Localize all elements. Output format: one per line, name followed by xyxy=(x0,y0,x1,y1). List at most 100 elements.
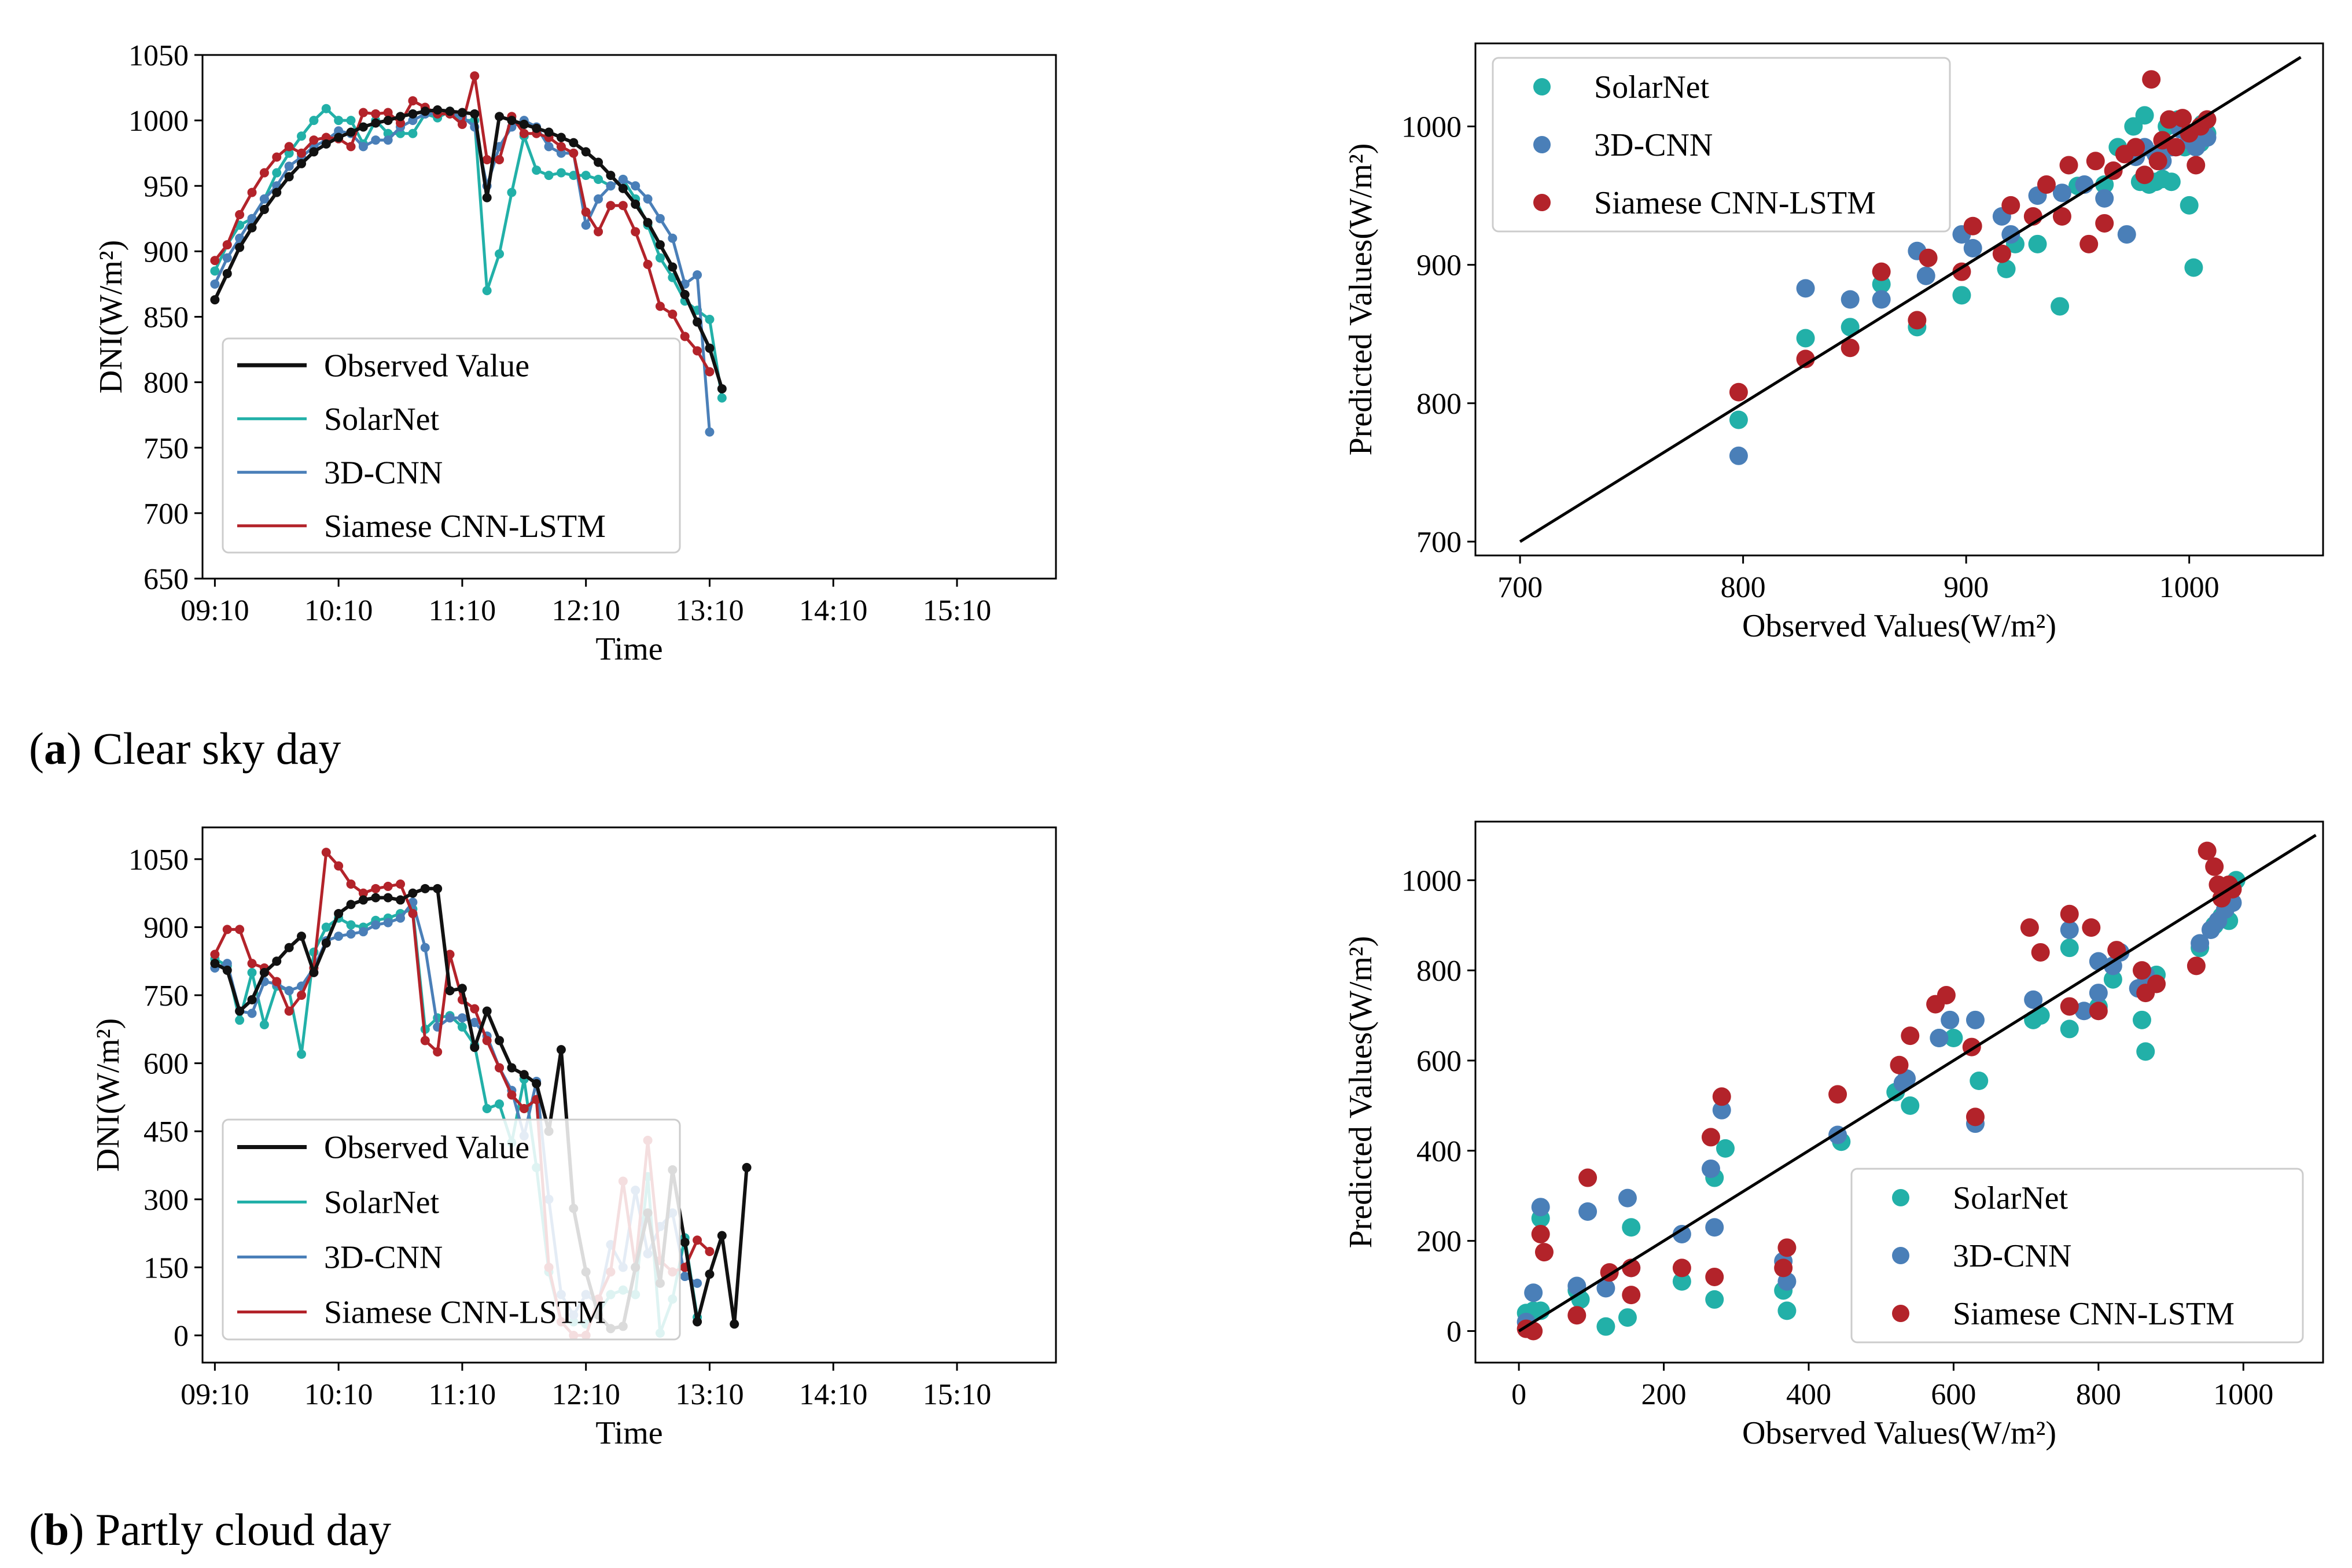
data-point-solarnet xyxy=(272,168,282,178)
data-point-observed xyxy=(358,895,368,905)
data-point-siamese xyxy=(569,148,579,158)
data-point-siamese xyxy=(705,367,715,377)
scatter-point-siamese xyxy=(2187,156,2206,175)
data-point-solarnet xyxy=(346,116,356,126)
data-point-siamese xyxy=(680,332,690,341)
scatter-point-siamese xyxy=(2142,70,2161,89)
panel-b-line-chart: 0 150 300 450 600 750 900 1050 09:10 10:10 11:10 12… xyxy=(90,826,1057,1451)
data-point-observed xyxy=(445,986,455,996)
identity-fit-line xyxy=(1519,56,2302,543)
scatter-point-siamese xyxy=(1937,985,1956,1004)
data-point-observed xyxy=(495,112,505,122)
data-point-observed xyxy=(507,116,517,126)
scatter-point-siamese xyxy=(2082,918,2101,937)
scatter-point-cnn3d xyxy=(2103,956,2122,976)
data-point-siamese xyxy=(396,118,406,128)
x-tick-label: 13:10 xyxy=(675,594,743,627)
data-point-observed xyxy=(519,1070,529,1080)
y-tick-label: 900 xyxy=(143,911,189,944)
data-point-siamese xyxy=(383,108,393,117)
data-point-observed xyxy=(235,1006,245,1016)
scatter-point-cnn3d xyxy=(1618,1188,1637,1208)
legend-box xyxy=(222,337,681,554)
scatter-point-siamese xyxy=(2148,152,2167,171)
data-point-solarnet xyxy=(235,1015,245,1025)
data-point-cnn3d xyxy=(457,1013,467,1023)
data-point-solarnet xyxy=(210,266,220,276)
data-point-observed xyxy=(680,290,690,300)
scatter-point-siamese xyxy=(1578,1168,1598,1187)
y-tick-label: 450 xyxy=(143,1116,189,1149)
data-point-cnn3d xyxy=(631,181,641,191)
data-point-observed xyxy=(259,967,269,977)
data-point-siamese xyxy=(606,201,616,211)
scatter-point-siamese xyxy=(2086,152,2105,171)
scatter-point-siamese xyxy=(2132,961,2151,980)
data-point-cnn3d xyxy=(705,427,715,437)
data-point-siamese xyxy=(693,346,702,356)
data-point-siamese xyxy=(482,1036,492,1046)
y-tick-label: 750 xyxy=(143,432,189,465)
data-point-siamese xyxy=(297,148,307,158)
data-point-observed xyxy=(408,109,418,119)
data-point-siamese xyxy=(247,959,257,969)
scatter-point-cnn3d xyxy=(2191,934,2210,953)
scatter-point-solarnet xyxy=(1729,410,1748,429)
x-tick-label: 15:10 xyxy=(923,594,991,627)
data-point-solarnet xyxy=(594,174,603,184)
y-tick-label: 1050 xyxy=(128,844,189,877)
x-tick-label: 0 xyxy=(1511,1378,1526,1411)
y-tick-label: 300 xyxy=(143,1184,189,1217)
data-point-siamese xyxy=(705,1246,715,1256)
data-point-solarnet xyxy=(532,165,542,175)
data-point-siamese xyxy=(371,884,381,893)
scatter-point-siamese xyxy=(2052,207,2071,226)
data-point-observed xyxy=(482,193,492,203)
x-tick-label: 14:10 xyxy=(799,594,867,627)
scatter-point-cnn3d xyxy=(1916,266,1935,285)
data-point-cnn3d xyxy=(693,1278,702,1288)
data-point-observed xyxy=(655,240,665,250)
legend-marker-solarnet xyxy=(1533,78,1551,95)
y-tick-label: 750 xyxy=(143,980,189,1013)
data-point-siamese xyxy=(470,1004,480,1014)
data-point-observed xyxy=(235,242,245,252)
scatter-point-siamese xyxy=(2079,234,2099,253)
data-point-siamese xyxy=(358,108,368,117)
data-point-observed xyxy=(396,112,406,122)
data-point-cnn3d xyxy=(358,927,368,937)
data-point-observed xyxy=(618,183,628,193)
data-point-solarnet xyxy=(457,1022,467,1032)
data-point-observed xyxy=(482,1006,492,1016)
data-point-cnn3d xyxy=(693,270,702,280)
scatter-point-siamese xyxy=(2060,904,2079,923)
data-point-solarnet xyxy=(309,116,319,126)
scatter-point-solarnet xyxy=(1672,1272,1691,1291)
plot-frame xyxy=(201,826,1057,1364)
scatter-point-solarnet xyxy=(2136,1042,2155,1061)
data-point-siamese xyxy=(643,260,653,269)
data-point-observed xyxy=(495,1036,505,1046)
data-point-cnn3d xyxy=(655,214,665,223)
x-tick-label: 12:10 xyxy=(551,1378,620,1411)
data-point-cnn3d xyxy=(371,920,381,930)
data-point-solarnet xyxy=(705,315,715,325)
scatter-point-siamese xyxy=(1963,216,1982,235)
data-point-siamese xyxy=(507,1090,517,1100)
data-point-cnn3d xyxy=(284,986,294,996)
data-point-observed xyxy=(581,147,591,157)
scatter-point-siamese xyxy=(1705,1267,1724,1286)
x-tick-label: 11:10 xyxy=(429,594,496,627)
y-tick-label: 200 xyxy=(1416,1225,1462,1258)
x-tick-label: 900 xyxy=(1944,571,1989,604)
legend-label-cnn3d: 3D-CNN xyxy=(324,455,443,491)
data-point-siamese xyxy=(618,201,628,211)
scatter-point-siamese xyxy=(1777,1238,1797,1257)
data-point-cnn3d xyxy=(606,181,616,191)
data-point-cnn3d xyxy=(346,929,356,939)
data-point-observed xyxy=(334,908,344,918)
x-tick-label: 600 xyxy=(1931,1378,1976,1411)
panel-b-scatter-chart: 0 200 400 600 800 1000 0 200 400 600 800 1000 Observ… xyxy=(1343,820,2324,1451)
data-point-siamese xyxy=(321,132,331,142)
data-point-cnn3d xyxy=(618,174,628,184)
